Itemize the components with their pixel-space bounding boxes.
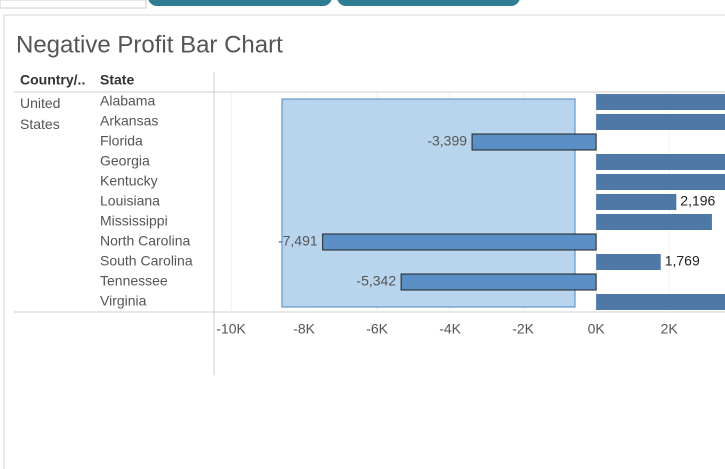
category-label: Georgia	[100, 153, 150, 169]
value-label: -7,491	[278, 233, 318, 249]
chart-title: Negative Profit Bar Chart	[16, 31, 283, 58]
x-tick-label: -4K	[439, 321, 461, 337]
x-tick-label: -2K	[512, 321, 534, 337]
column-header: Country/..	[20, 72, 85, 88]
bar	[596, 114, 725, 130]
category-label: Louisiana	[100, 193, 160, 209]
value-label: 1,769	[665, 253, 700, 269]
bar	[471, 133, 597, 151]
value-label: -3,399	[427, 133, 467, 149]
bar	[596, 174, 725, 190]
category-label: North Carolina	[100, 233, 190, 249]
category-label: Alabama	[100, 93, 155, 109]
filter-pill[interactable]	[148, 0, 332, 6]
category-label: South Carolina	[100, 253, 193, 269]
bar	[596, 94, 725, 110]
column-header: State	[100, 72, 134, 88]
x-tick-label: 2K	[661, 321, 679, 337]
x-tick-label: 0K	[588, 321, 606, 337]
bar	[596, 194, 677, 210]
x-tick-label: -10K	[216, 321, 246, 337]
category-label: Mississippi	[100, 213, 168, 229]
category-label: Tennessee	[100, 273, 168, 289]
tab-strip	[0, 0, 147, 9]
category-label: Virginia	[100, 293, 147, 309]
category-label: Florida	[100, 133, 143, 149]
bar	[596, 294, 725, 310]
category-label: Arkansas	[100, 113, 158, 129]
country-label: United States	[20, 95, 61, 132]
filter-pill[interactable]	[337, 0, 520, 6]
bar	[322, 233, 597, 251]
category-label: Kentucky	[100, 173, 158, 189]
bar	[400, 273, 597, 291]
bar	[596, 254, 661, 270]
x-tick-label: -8K	[293, 321, 315, 337]
value-label: -5,342	[356, 273, 396, 289]
bar	[596, 154, 725, 170]
value-label: 2,196	[680, 193, 715, 209]
bar	[596, 214, 712, 230]
x-tick-label: -6K	[366, 321, 388, 337]
